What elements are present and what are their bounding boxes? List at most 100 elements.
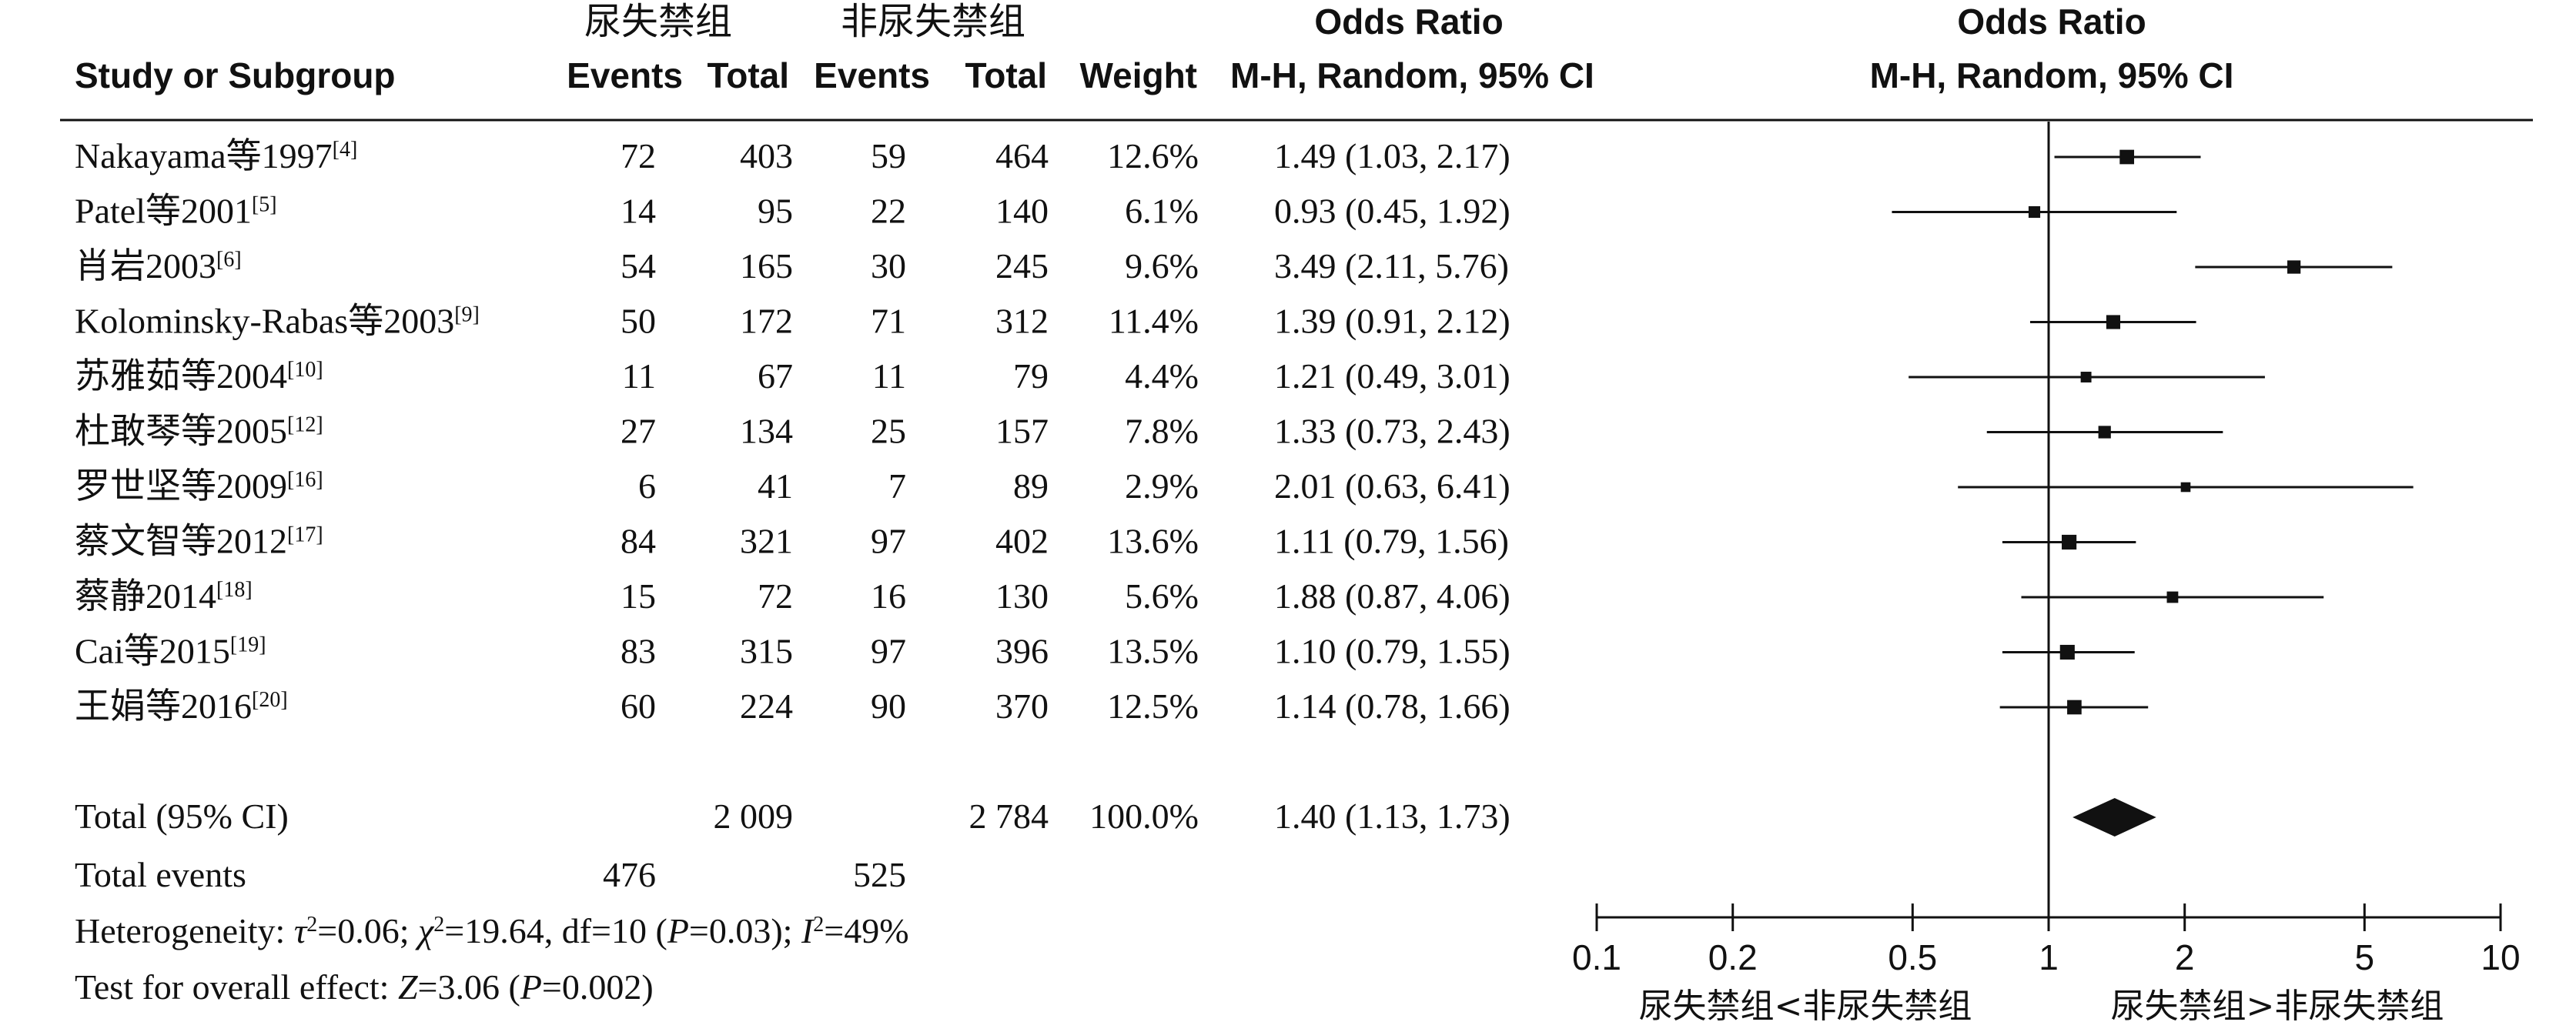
- cell-weight: 11.4%: [1109, 302, 1199, 341]
- point-estimate-square: [2098, 426, 2111, 439]
- cell-events-2: 59: [871, 136, 906, 175]
- cell-ci: 3.49 (2.11, 5.76): [1274, 246, 1509, 286]
- cell-ci: 1.49 (1.03, 2.17): [1274, 136, 1510, 175]
- table-row: Nakayama等1997[4] 72 403 59 464 12.6% 1.49 (1.0…: [75, 136, 1510, 175]
- cell-total-1: 41: [758, 466, 793, 506]
- cell-total-2: 396: [995, 632, 1049, 671]
- cell-weight: 13.5%: [1107, 632, 1199, 671]
- study-name: Kolominsky-Rabas等2003[9]: [75, 302, 480, 341]
- table-row: Patel等2001[5] 14 95 22 140 6.1% 0.93 (0.45, 1.…: [75, 192, 1510, 231]
- cell-weight: 13.6%: [1107, 522, 1199, 561]
- total-events-e1: 476: [603, 855, 656, 894]
- x-tick-label: 0.5: [1888, 937, 1937, 977]
- cell-events-1: 15: [621, 576, 656, 616]
- cell-ci: 1.14 (0.78, 1.66): [1274, 686, 1510, 726]
- study-name: 肖岩2003[6]: [75, 246, 242, 286]
- study-name: 苏雅茹等2004[10]: [75, 356, 323, 396]
- cell-events-1: 60: [621, 686, 656, 726]
- cell-events-2: 97: [871, 522, 906, 561]
- study-name: Cai等2015[19]: [75, 632, 266, 671]
- header-study: Study or Subgroup: [75, 55, 396, 95]
- point-estimate-square: [2106, 315, 2121, 329]
- point-estimate-square: [2067, 700, 2082, 715]
- study-name: 蔡静2014[18]: [75, 576, 253, 616]
- x-tick-label: 5: [2354, 937, 2374, 977]
- x-tick-label: 2: [2175, 937, 2195, 977]
- table-row: Kolominsky-Rabas等2003[9] 50 172 71 312 11.4% 1…: [75, 302, 1510, 341]
- table-row: Cai等2015[19] 83 315 97 396 13.5% 1.10 (0.79, 1…: [75, 632, 1510, 671]
- cell-total-1: 321: [740, 522, 793, 561]
- study-name: Nakayama等1997[4]: [75, 136, 357, 175]
- total-t2: 2 784: [969, 797, 1049, 836]
- cell-total-1: 134: [740, 412, 793, 451]
- cell-weight: 7.8%: [1125, 412, 1199, 451]
- header-weight: Weight: [1080, 55, 1197, 95]
- cell-total-1: 172: [740, 302, 793, 341]
- cell-events-2: 71: [871, 302, 906, 341]
- cell-total-1: 72: [758, 576, 793, 616]
- cell-events-1: 72: [621, 136, 656, 175]
- x-tick-label: 1: [2039, 937, 2059, 977]
- cell-events-1: 27: [621, 412, 656, 451]
- total-label: Total (95% CI): [75, 797, 289, 836]
- header-group1: 尿失禁组: [584, 0, 732, 43]
- cell-weight: 6.1%: [1125, 192, 1199, 231]
- point-estimate-square: [2119, 149, 2135, 165]
- cell-total-2: 89: [1013, 466, 1049, 506]
- plot-area: 0.1 0.2 0.5 1 2 5 10: [1572, 122, 2521, 977]
- cell-events-1: 84: [621, 522, 656, 561]
- point-estimate-square: [2166, 591, 2179, 603]
- cell-events-1: 54: [621, 246, 656, 286]
- study-name: 罗世坚等2009[16]: [75, 466, 323, 506]
- cell-total-1: 403: [740, 136, 793, 175]
- favours-left: 尿失禁组<非尿失禁组: [1639, 987, 1972, 1026]
- cell-total-1: 95: [758, 192, 793, 231]
- table-row: 肖岩2003[6] 54 165 30 245 9.6% 3.49 (2.11, 5.76): [75, 246, 1509, 286]
- cell-events-1: 6: [638, 466, 656, 506]
- study-name: 杜敢琴等2005[12]: [75, 412, 323, 451]
- cell-events-2: 11: [872, 356, 906, 396]
- pooled-diamond: [2073, 798, 2156, 837]
- cell-total-2: 140: [995, 192, 1049, 231]
- cell-ci: 2.01 (0.63, 6.41): [1274, 466, 1510, 506]
- cell-total-1: 224: [740, 686, 793, 726]
- cell-weight: 2.9%: [1125, 466, 1199, 506]
- point-estimate-square: [2287, 260, 2301, 274]
- study-name: Patel等2001[5]: [75, 192, 277, 231]
- cell-events-1: 50: [621, 302, 656, 341]
- cell-weight: 4.4%: [1125, 356, 1199, 396]
- x-tick-label: 0.2: [1708, 937, 1758, 977]
- cell-weight: 5.6%: [1125, 576, 1199, 616]
- cell-total-2: 402: [995, 522, 1049, 561]
- cell-events-1: 83: [621, 632, 656, 671]
- cell-events-2: 22: [871, 192, 906, 231]
- study-rows: Nakayama等1997[4] 72 403 59 464 12.6% 1.49 (1.0…: [75, 136, 1510, 726]
- total-weight: 100.0%: [1089, 797, 1199, 836]
- total-events-e2: 525: [853, 855, 906, 894]
- table-row: 罗世坚等2009[16] 6 41 7 89 2.9% 2.01 (0.63, 6.41): [75, 466, 1510, 506]
- cell-total-2: 312: [995, 302, 1049, 341]
- study-name: 王娟等2016[20]: [75, 686, 288, 726]
- point-estimate-square: [2062, 534, 2077, 550]
- point-estimate-square: [2180, 482, 2191, 493]
- cell-ci: 1.10 (0.79, 1.55): [1274, 632, 1510, 671]
- favours-right: 尿失禁组>非尿失禁组: [2111, 987, 2444, 1026]
- cell-weight: 12.6%: [1107, 136, 1199, 175]
- total-ci: 1.40 (1.13, 1.73): [1274, 797, 1510, 836]
- cell-ci: 1.39 (0.91, 2.12): [1274, 302, 1510, 341]
- cell-events-2: 30: [871, 246, 906, 286]
- x-tick-label: 0.1: [1572, 937, 1621, 977]
- table-row: 蔡文智等2012[17] 84 321 97 402 13.6% 1.11 (0.79, 1…: [75, 522, 1509, 561]
- heterogeneity-text: Heterogeneity: τ2=0.06; χ2=19.64, df=10 …: [75, 911, 909, 950]
- cell-weight: 9.6%: [1125, 246, 1199, 286]
- cell-events-2: 90: [871, 686, 906, 726]
- header-plot-method-ci: M-H, Random, 95% CI: [1870, 55, 2234, 95]
- header-events-2: Events: [814, 55, 930, 95]
- cell-events-2: 25: [871, 412, 906, 451]
- cell-weight: 12.5%: [1107, 686, 1199, 726]
- header-total-2: Total: [965, 55, 1047, 95]
- header-method-ci: M-H, Random, 95% CI: [1230, 55, 1594, 95]
- total-events-label: Total events: [75, 855, 246, 894]
- cell-ci: 0.93 (0.45, 1.92): [1274, 192, 1510, 231]
